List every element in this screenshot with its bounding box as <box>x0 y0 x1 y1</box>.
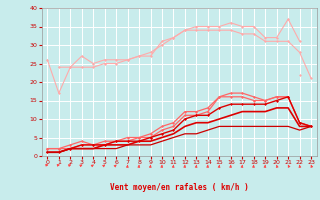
Text: Vent moyen/en rafales ( km/h ): Vent moyen/en rafales ( km/h ) <box>110 184 249 192</box>
